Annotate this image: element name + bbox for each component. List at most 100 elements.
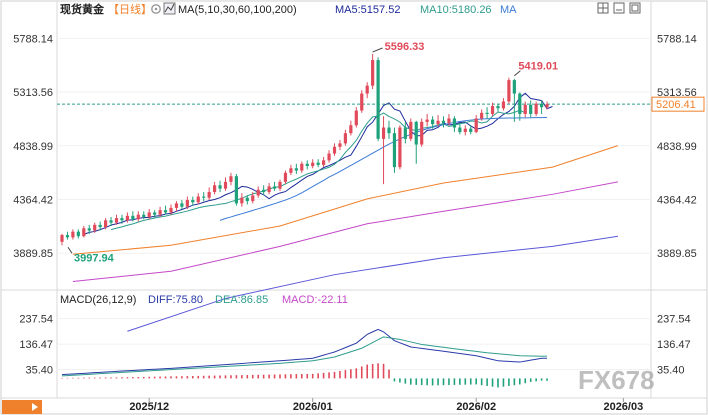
price-axis-tick-right: 4838.99: [657, 141, 697, 153]
high-price-label: 5596.33: [385, 41, 425, 53]
time-axis-label: 2025/12: [129, 401, 169, 413]
macd-axis-tick-right: 35.40: [657, 364, 685, 376]
candle-body: [158, 210, 162, 215]
candle-body: [256, 189, 260, 196]
macd-axis-tick-left: 35.40: [25, 364, 53, 376]
time-axis-label: 2026/03: [603, 401, 643, 413]
low-pointer: [67, 246, 73, 254]
candle-body: [414, 121, 418, 145]
candle-body: [196, 196, 200, 203]
price-axis-tick-left: 4364.42: [13, 194, 53, 206]
candle-body: [512, 80, 516, 94]
candle-body: [523, 104, 527, 114]
maximize-icon[interactable]: [629, 2, 641, 14]
candle-body: [436, 120, 440, 125]
candle-body: [305, 163, 309, 167]
candle-body: [387, 127, 391, 134]
current-price-value: 5206.41: [656, 99, 696, 111]
candle-body: [322, 160, 326, 165]
candle-body: [485, 112, 489, 114]
ma-line-ma60: [72, 145, 619, 255]
macd-axis-tick-left: 136.47: [19, 339, 53, 351]
grid-view-icon[interactable]: [597, 2, 609, 14]
candle-body: [169, 207, 173, 213]
candle-body: [114, 218, 119, 223]
price-axis-tick-right: 3889.85: [657, 248, 697, 260]
candle-body: [65, 235, 70, 238]
candle-body: [311, 162, 315, 167]
candle-body: [163, 210, 168, 213]
price-axis-tick-right: 5788.14: [657, 33, 697, 45]
candle-body: [147, 212, 151, 217]
candle-body: [431, 119, 435, 125]
gear-icon[interactable]: [151, 4, 161, 14]
price-axis-tick-left: 5313.56: [13, 87, 53, 99]
ma-more-label[interactable]: MA: [500, 4, 517, 16]
candle-body: [98, 224, 102, 228]
candle-body: [518, 93, 522, 114]
candle-body: [245, 197, 249, 202]
candle-body: [207, 192, 211, 198]
candle-body: [360, 93, 364, 111]
period-label[interactable]: 【日线】: [108, 2, 152, 16]
candle-body: [104, 220, 108, 228]
price-axis-tick-right: 5313.56: [657, 87, 697, 99]
candle-body: [153, 212, 157, 215]
candle-body: [327, 153, 331, 161]
candle-body: [229, 176, 233, 182]
candle-body: [191, 199, 195, 203]
macd-dea-value: DEA:86.85: [215, 294, 268, 306]
candle-body: [120, 218, 124, 221]
candle-body: [93, 224, 97, 231]
candle-body: [136, 214, 140, 220]
time-axis-label: 2026/01: [293, 401, 333, 413]
candle-body: [294, 168, 298, 171]
high-pointer: [372, 47, 383, 53]
candle-body: [392, 133, 397, 168]
candle-body: [60, 235, 64, 242]
candle-body: [262, 189, 266, 193]
current-price-tag: [651, 96, 705, 112]
candle-body: [474, 118, 478, 133]
candle-body: [463, 128, 467, 133]
candle-body: [213, 185, 217, 193]
candle-body: [403, 127, 407, 139]
low-price-label: 3997.94: [74, 252, 115, 264]
candle-body: [289, 168, 293, 173]
candle-body: [185, 199, 189, 207]
candle-body: [131, 215, 135, 220]
macd-settings-label[interactable]: MACD(26,12,9): [60, 294, 136, 306]
candle-body: [447, 118, 451, 124]
candle-body: [452, 118, 456, 128]
candle-body: [338, 143, 342, 147]
minimize-icon[interactable]: [613, 2, 625, 14]
scroll-left-button[interactable]: [2, 400, 42, 414]
chart-toggle-icon[interactable]: [163, 2, 176, 15]
candle-body: [272, 186, 277, 189]
candle-body: [278, 181, 282, 189]
candle-body: [458, 127, 462, 133]
candle-body: [174, 203, 179, 208]
candle-body: [420, 121, 424, 145]
candle-body: [376, 60, 380, 139]
candle-body: [545, 104, 549, 108]
macd-axis-tick-right: 136.47: [657, 339, 691, 351]
candle-body: [540, 103, 544, 108]
time-axis-label: 2026/02: [456, 401, 496, 413]
macd-hist-value: MACD:-22.11: [282, 294, 348, 306]
price-axis-tick-left: 5788.14: [13, 33, 53, 45]
ma-line-ma10: [110, 109, 526, 231]
candle-body: [469, 128, 473, 133]
candle-body: [496, 106, 500, 109]
candle-body: [109, 220, 113, 223]
candle-body: [251, 195, 255, 202]
candle-body: [425, 119, 429, 122]
candle-body: [507, 80, 511, 102]
price-axis-tick-left: 3889.85: [13, 248, 53, 260]
ma5-value: MA5:5157.52: [335, 4, 400, 16]
candle-body: [490, 106, 495, 114]
candle-body: [349, 125, 353, 134]
candle-body: [332, 146, 337, 154]
ma-settings-label[interactable]: MA(5,10,30,60,100,200): [178, 4, 297, 16]
